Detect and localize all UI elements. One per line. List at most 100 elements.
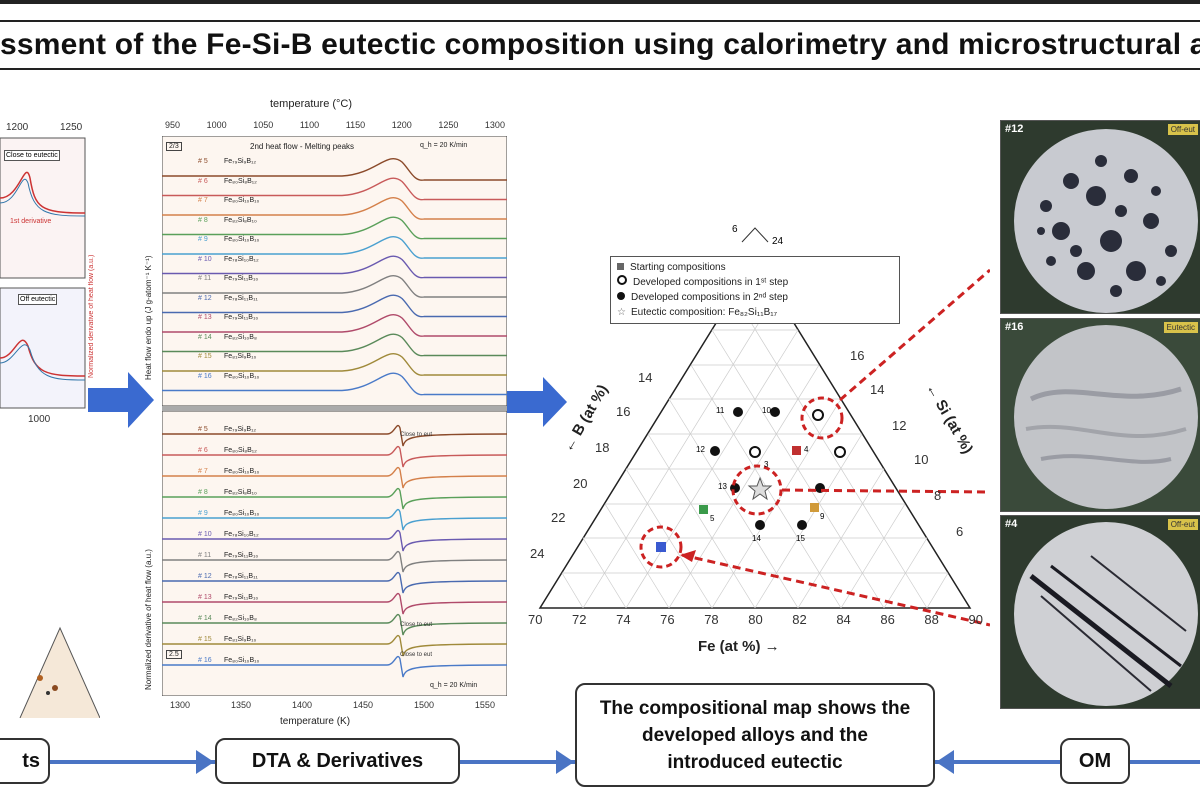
ternary-point-15	[797, 520, 807, 530]
fe-tick: 74	[616, 612, 631, 627]
om-link-mid	[781, 488, 991, 494]
dta-top-tick: 1100	[299, 120, 320, 130]
dta-row-alloy: Fe₈₀Si₁₀B₁₀	[224, 236, 260, 243]
dta-bottom-ticks: 1300 1350 1400 1450 1500 1550	[170, 700, 495, 710]
fe-tick: 84	[836, 612, 851, 627]
flow-line	[1130, 760, 1200, 764]
flow-box-om: OM	[1060, 738, 1130, 784]
dta-row-number: # 7	[198, 197, 208, 204]
dta-derivative-curve	[162, 634, 507, 657]
dta-row-alloy: Fe₈₂Si₈B₁₀	[224, 216, 257, 224]
apex-tick-left: 6	[732, 224, 738, 235]
left-panel: 1200 1250 Close to eutectic 1st derivati…	[0, 118, 101, 719]
point-label: 15	[796, 534, 805, 543]
om-link-top	[839, 268, 991, 402]
fe-tick: 78	[704, 612, 719, 627]
title-bar: ssment of the Fe-Si-B eutectic compositi…	[0, 20, 1200, 70]
ternary-point-1	[834, 446, 846, 458]
dta-top-tick: 1250	[438, 120, 459, 130]
dta-bottom-tick: 1350	[230, 700, 252, 710]
fe-axis-label: Fe (at %) →	[698, 638, 780, 655]
dta-row-number: # 16	[198, 372, 212, 380]
fe-tick: 70	[528, 612, 543, 627]
om-label: #12	[1005, 123, 1024, 135]
om-tag: Off-eut	[1167, 124, 1198, 135]
dta-row-alloy: Fe₈₂Si₈B₁₀	[224, 489, 257, 496]
dta-annotation-bottom: Close to eut	[400, 622, 433, 628]
left-bottom-tick: 1000	[28, 414, 51, 425]
arrow-right-1	[88, 372, 154, 428]
ternary-svg	[538, 227, 991, 627]
om-micrograph-12	[1014, 129, 1198, 313]
dta-row-alloy: Fe₇₈Si₁₁B₁₁	[224, 294, 258, 302]
flow-box-om-label: OM	[1078, 749, 1112, 772]
flow-arrowhead-right	[196, 750, 214, 774]
dta-row-number: # 9	[198, 510, 208, 517]
highlight-circle-bottom	[639, 525, 683, 569]
om-tag: Off-eut	[1167, 519, 1198, 530]
si-tick: 6	[956, 524, 964, 539]
dta-annotation-bottom: Close to eut	[400, 652, 433, 658]
ternary-panel: Starting compositions Developed composit…	[520, 220, 991, 700]
dta-heatflow-curve	[162, 333, 507, 357]
om-link-bottom	[681, 553, 991, 627]
top-border	[0, 0, 1200, 4]
si-tick: 16	[850, 348, 865, 363]
left-panel-svg	[0, 137, 101, 719]
dta-plot	[162, 136, 507, 696]
dta-row-alloy: Fe₇₈Si₁₁B₁₁	[224, 573, 258, 580]
si-tick: 10	[914, 452, 929, 467]
square-marker-icon	[617, 263, 624, 270]
dta-top-tick: 950	[165, 120, 181, 130]
point-label: 4	[804, 445, 809, 454]
dta-top-frame	[162, 136, 507, 407]
dta-top-tick: 1300	[484, 120, 505, 130]
legend-label: Starting compositions	[630, 262, 726, 273]
ternary-point-2	[812, 409, 824, 421]
dta-derivative-curve	[162, 487, 507, 510]
left-top-tick-2: 1250	[60, 122, 83, 133]
dta-row-alloy: Fe₈₀Si₁₀B₁₀	[224, 510, 260, 517]
ternary-point-14	[755, 520, 765, 530]
dta-row-alloy: Fe₇₈Si₁₀B₁₂	[224, 531, 259, 538]
arrowhead	[680, 550, 696, 562]
si-tick: 12	[892, 418, 907, 433]
dta-row-alloy: Fe₇₈Si₁₀B₁₂	[224, 255, 259, 263]
dta-heatflow-curve	[162, 216, 507, 240]
ternary-point-10	[770, 407, 780, 417]
dta-row-alloy: Fe₇₉Si₉B₁₂	[224, 426, 257, 433]
dta-row-alloy: Fe₈₀Si₁₀B₁₀	[224, 197, 260, 204]
dta-row-number: # 10	[198, 255, 212, 263]
dta-row-number: # 6	[198, 447, 208, 454]
dta-top-title: 2nd heat flow - Melting peaks	[250, 142, 355, 151]
apex-marker	[741, 227, 769, 243]
dta-heatflow-curve	[162, 177, 507, 201]
dta-row-alloy: Fe₈₀Si₁₀B₁₀	[224, 468, 260, 475]
dta-derivative-curve	[162, 445, 507, 468]
dta-bottom-tick: 1300	[170, 700, 191, 710]
dta-y-label-bottom: Normalized derivative of heat flow (a.u.…	[144, 549, 153, 690]
legend-item-step1: Developed compositions in 1ˢᵗ step	[617, 275, 893, 290]
b-tick: 24	[530, 546, 545, 561]
dta-row-alloy: Fe₇₉Si₁₁B₁₀	[224, 275, 259, 282]
b-tick: 22	[551, 510, 566, 525]
dta-row-number: # 8	[198, 489, 208, 496]
dta-top-axis-label: temperature (°C)	[270, 98, 353, 110]
dta-row-number: # 14	[198, 333, 212, 341]
dta-bottom-tick: 1400	[291, 700, 312, 710]
dta-row-alloy: Fe₇₉Si₁₁B₁₀	[224, 552, 259, 559]
dta-annotation-bottom: Close to eut	[400, 432, 433, 438]
point-label: 9	[820, 512, 825, 521]
flow-box-map-label: The compositional map shows the develope…	[599, 697, 911, 773]
dta-derivative-curve	[162, 424, 507, 447]
legend-item-eutectic: ☆ Eutectic composition: Fe₈₂Si₁₁B₁₇	[617, 305, 893, 320]
fe-tick: 76	[660, 612, 675, 627]
dta-row-alloy: Fe₇₉Si₁₁B₁₀	[224, 314, 259, 321]
dta-top-tick: 1000	[206, 120, 227, 130]
dta-rate-bottom: q_h = 20 K/min	[430, 682, 478, 689]
dta-row-alloy: Fe₇₉Si₉B₁₂	[224, 158, 257, 165]
om-tag: Eutectic	[1163, 322, 1198, 333]
dta-bottom-frame	[162, 410, 507, 696]
dta-derivative-curve	[162, 592, 507, 615]
fe-tick: 90	[968, 612, 983, 627]
